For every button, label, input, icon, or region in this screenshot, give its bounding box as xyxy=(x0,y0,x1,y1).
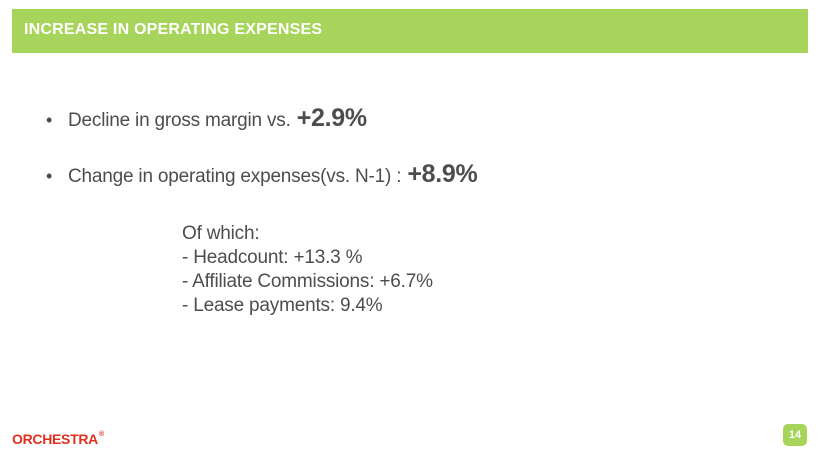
title-bar: INCREASE IN OPERATING EXPENSES xyxy=(12,9,808,53)
page-number-badge: 14 xyxy=(783,424,807,446)
bullet-operating-expenses: • Change in operating expenses(vs. N-1) … xyxy=(46,160,478,189)
breakdown-item-affiliate-commissions: - Affiliate Commissions: +6.7% xyxy=(182,271,433,292)
bullet-value: +2.9% xyxy=(296,104,367,132)
breakdown-item-lease-payments: - Lease payments: 9.4% xyxy=(182,295,383,316)
bullet-gross-margin: • Decline in gross margin vs. +2.9% xyxy=(46,104,367,133)
logo-text: ORCHESTRA xyxy=(12,431,98,447)
registered-mark: ® xyxy=(98,431,104,438)
slide-title: INCREASE IN OPERATING EXPENSES xyxy=(24,21,323,38)
bullet-value: +8.9% xyxy=(407,160,478,188)
bullet-marker: • xyxy=(46,166,53,186)
bullet-text: Decline in gross margin vs. xyxy=(68,110,291,131)
bullet-text: Change in operating expenses(vs. N-1) : xyxy=(68,166,402,187)
expense-breakdown: Of which: - Headcount: +13.3 % - Affilia… xyxy=(182,222,433,318)
breakdown-heading: Of which: xyxy=(182,223,260,244)
orchestra-logo: ORCHESTRA® xyxy=(12,431,104,447)
breakdown-item-headcount: - Headcount: +13.3 % xyxy=(182,247,363,268)
bullet-marker: • xyxy=(46,110,53,130)
